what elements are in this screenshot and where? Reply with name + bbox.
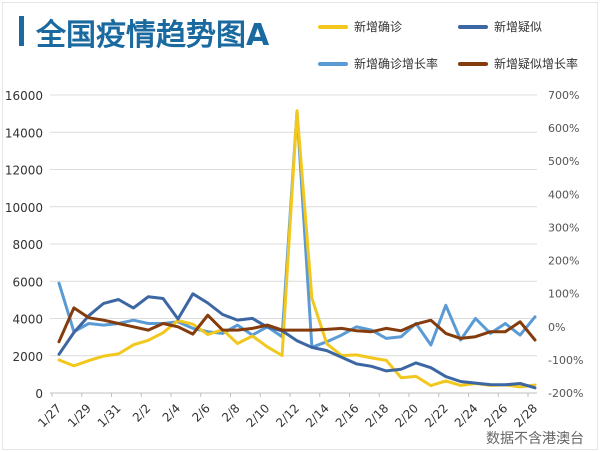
legend-label: 新增疑似 — [494, 20, 543, 34]
left-axis-tick-label: 12000 — [5, 164, 43, 178]
x-axis-tick-label: 2/16 — [333, 401, 362, 430]
x-axis-tick-label: 2/28 — [511, 401, 540, 430]
series-line-3 — [57, 306, 537, 344]
legend-item-suspected-growth: 新增疑似增长率 — [458, 55, 578, 72]
left-axis-tick-label: 16000 — [5, 89, 43, 103]
right-axis-tick-label: 600% — [548, 122, 579, 135]
x-axis-tick-label: 2/2 — [130, 401, 154, 425]
legend-label: 新增疑似增长率 — [494, 57, 579, 71]
x-axis-tick-label: 2/12 — [273, 401, 302, 430]
left-axis-tick-label: 8000 — [12, 238, 43, 252]
legend-label: 新增确诊 — [354, 20, 403, 34]
left-axis-tick-label: 14000 — [5, 126, 43, 140]
legend-swatch — [318, 24, 348, 29]
legend-label: 新增确诊增长率 — [354, 57, 439, 71]
right-axis-tick-label: 500% — [548, 155, 579, 168]
right-axis-tick-label: 200% — [548, 255, 579, 268]
footnote: 数据不含港澳台 — [486, 431, 584, 447]
left-axis-tick-label: 10000 — [5, 201, 43, 215]
x-axis-tick-label: 2/20 — [392, 401, 421, 430]
x-axis-tick-label: 1/31 — [95, 401, 124, 430]
x-axis-tick-label: 1/29 — [65, 401, 94, 430]
x-axis-tick-label: 1/27 — [35, 401, 64, 430]
chart-title: 全国疫情趋势图A — [36, 18, 270, 53]
legend-item-confirmed-growth: 新增确诊增长率 — [318, 55, 438, 72]
x-axis-tick-label: 2/6 — [189, 401, 213, 425]
right-axis-tick-label: 300% — [548, 221, 579, 234]
x-axis-tick-label: 2/8 — [219, 401, 243, 425]
x-axis-tick-label: 2/22 — [422, 401, 451, 430]
right-axis-tick-label: 100% — [548, 288, 579, 301]
x-axis-tick-label: 2/26 — [481, 401, 510, 430]
series-line-0 — [57, 109, 537, 389]
series-line-2 — [57, 110, 537, 349]
right-axis-tick-label: 700% — [548, 89, 579, 102]
right-axis-tick-label: -200% — [548, 387, 583, 400]
x-axis-tick-label: 2/14 — [303, 401, 332, 430]
left-axis-tick-label: 2000 — [12, 350, 43, 364]
right-axis-tick-label: 400% — [548, 188, 579, 201]
title-accent-bar — [19, 16, 24, 46]
legend-swatch — [458, 61, 488, 66]
x-axis-tick-label: 2/4 — [160, 401, 184, 425]
left-axis-tick-label: 0 — [35, 387, 43, 401]
left-axis-tick-label: 4000 — [12, 313, 43, 327]
right-axis-tick-label: 0% — [548, 321, 565, 334]
legend-item-suspected: 新增疑似 — [458, 18, 542, 35]
legend-swatch — [458, 24, 488, 29]
series-line-1 — [57, 292, 537, 390]
legend-swatch — [318, 61, 348, 66]
left-axis-tick-label: 6000 — [12, 275, 43, 289]
legend-item-confirmed: 新增确诊 — [318, 18, 402, 35]
x-axis-tick-label: 2/10 — [243, 401, 272, 430]
right-axis-tick-label: -100% — [548, 354, 583, 367]
x-axis-tick-label: 2/18 — [362, 401, 391, 430]
x-axis-tick-label: 2/24 — [452, 401, 481, 430]
